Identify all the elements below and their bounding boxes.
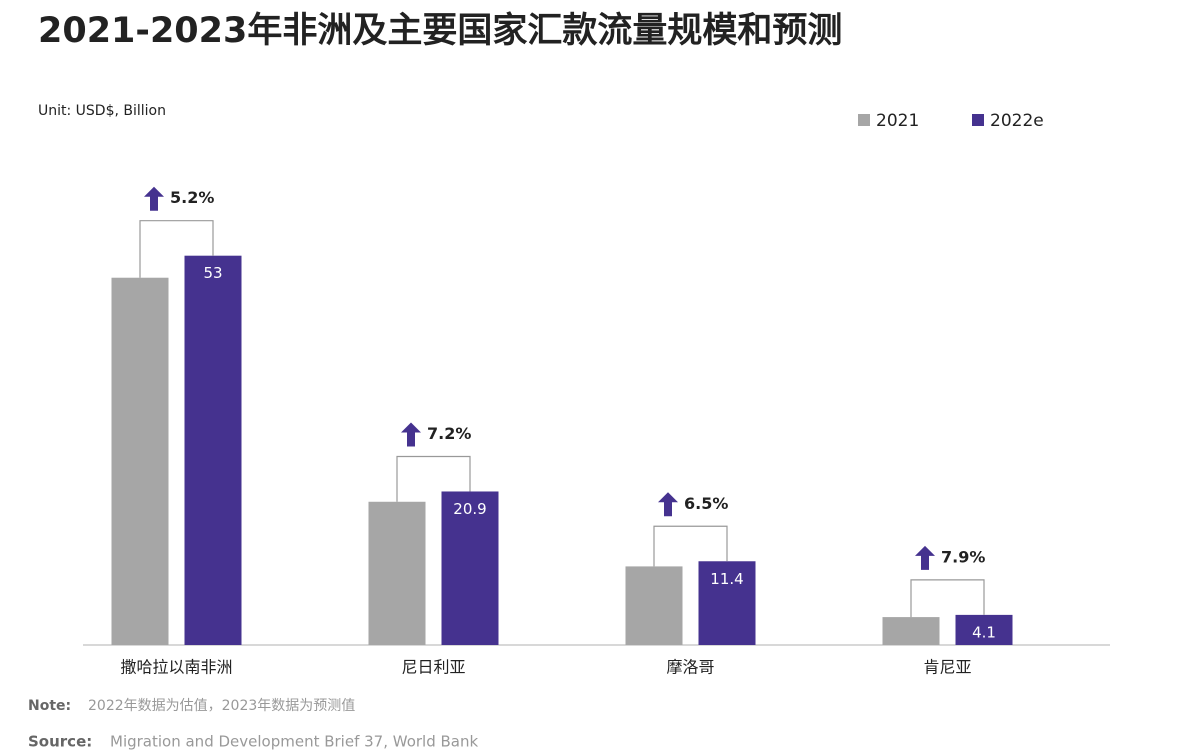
growth-arrow: [144, 186, 164, 211]
bar: [698, 561, 756, 645]
value-label: 4.1: [972, 623, 996, 641]
legend-label: 2022e: [990, 111, 1044, 131]
bar: [184, 255, 242, 645]
unit-label: Unit: USD$, Billion: [38, 103, 166, 119]
bar: [441, 491, 499, 645]
source-label: Source:: [28, 733, 92, 751]
growth-bracket: [139, 220, 214, 278]
growth-label: 7.2%: [427, 424, 471, 443]
growth-label: 6.5%: [684, 494, 728, 513]
legend-swatch: [858, 114, 870, 126]
bar: [625, 566, 683, 645]
note-label: Note:: [28, 698, 71, 714]
note: 2022年数据为估值，2023年数据为预测值: [88, 698, 355, 714]
bar: [111, 277, 169, 645]
source: Migration and Development Brief 37, Worl…: [110, 733, 478, 751]
growth-label: 7.9%: [941, 547, 985, 566]
bar: [882, 617, 940, 645]
x-tick-label: 肯尼亚: [923, 658, 971, 677]
growth-arrow: [658, 492, 678, 517]
legend-label: 2021: [876, 111, 919, 131]
x-tick-label: 撒哈拉以南非洲: [120, 658, 232, 677]
growth-arrow: [401, 422, 421, 447]
growth-arrow: [915, 545, 935, 570]
value-label: 20.9: [453, 500, 486, 518]
x-tick-label: 尼日利亚: [401, 658, 465, 677]
growth-bracket: [653, 525, 728, 567]
value-label: 11.4: [710, 570, 743, 588]
chart-title: 2021-2023年非洲及主要国家汇款流量规模和预测: [38, 11, 842, 51]
legend-swatch: [972, 114, 984, 126]
growth-label: 5.2%: [170, 188, 214, 207]
x-tick-label: 摩洛哥: [666, 658, 714, 677]
bar: [955, 614, 1013, 645]
growth-bracket: [396, 455, 471, 502]
bar: [368, 501, 426, 645]
growth-bracket: [910, 579, 985, 618]
value-label: 53: [203, 264, 222, 282]
